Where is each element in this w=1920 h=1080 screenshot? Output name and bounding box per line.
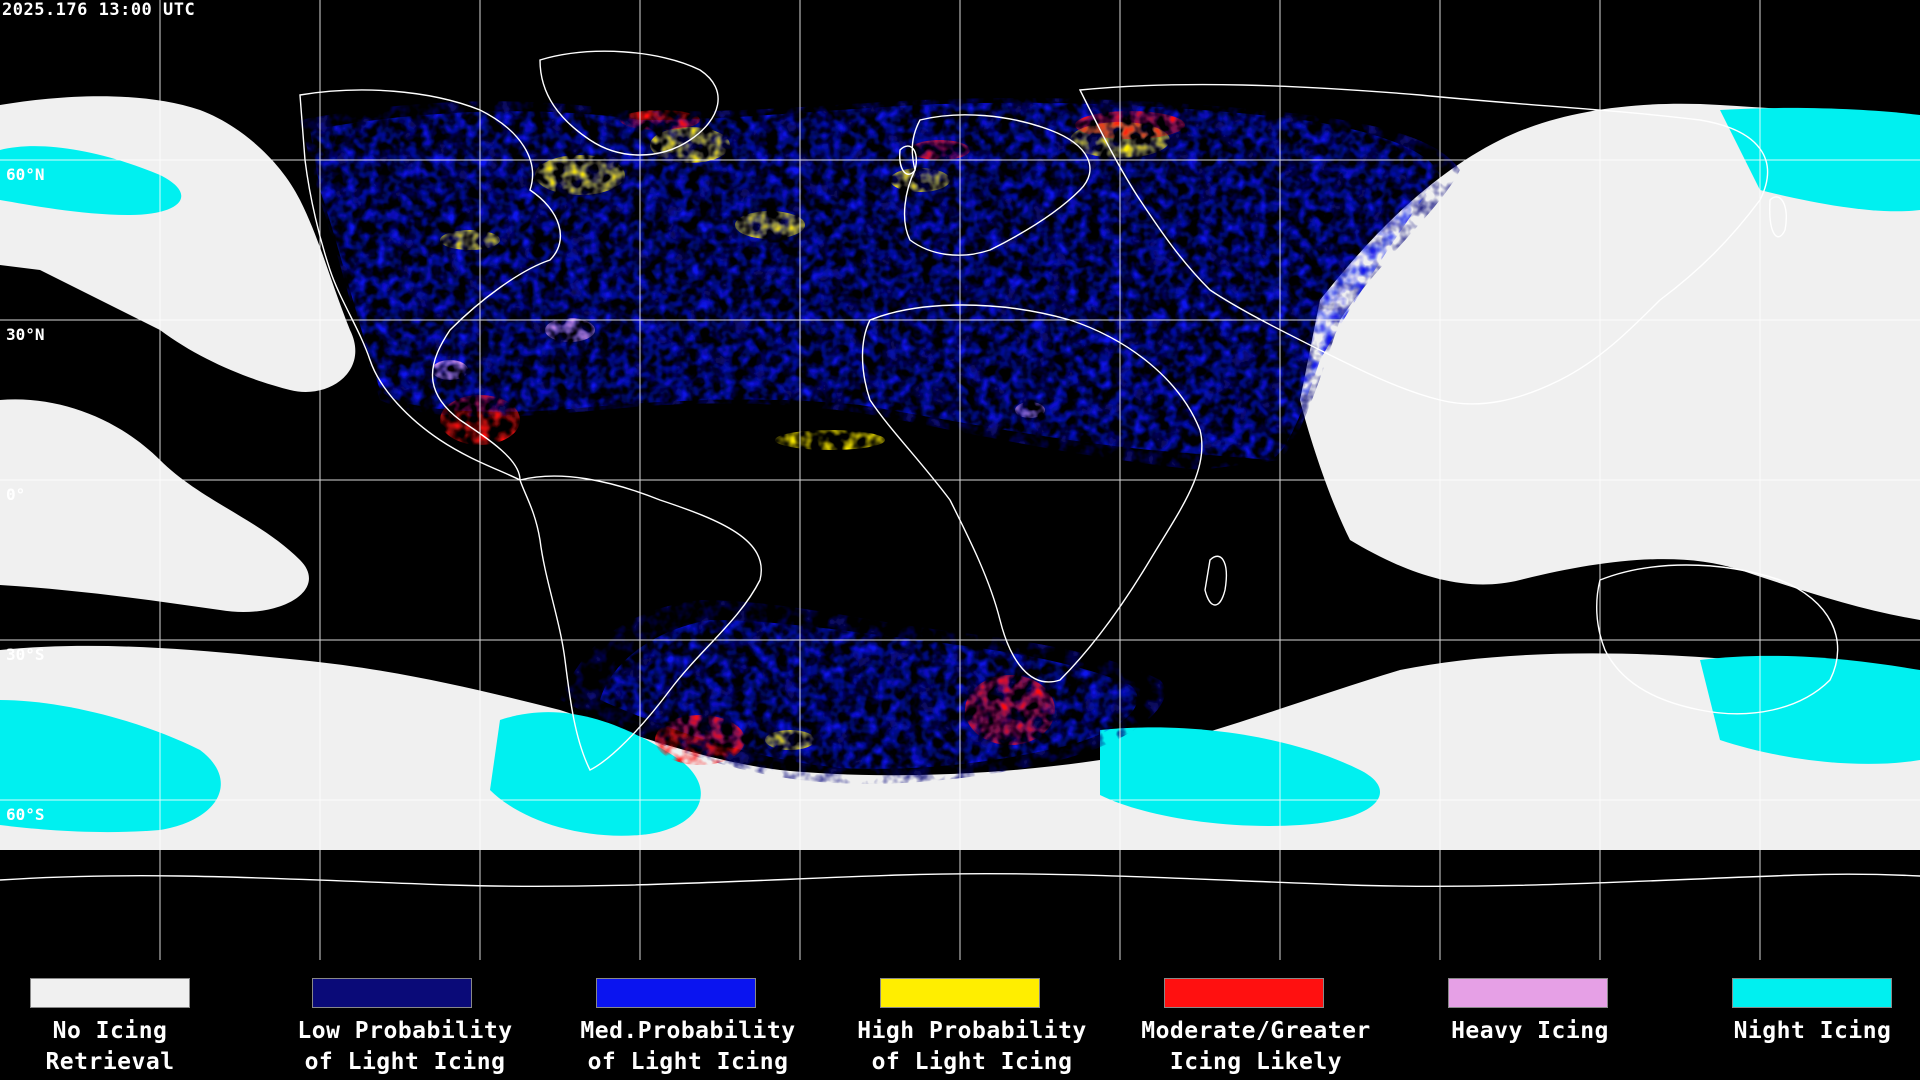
heavy-patch xyxy=(1015,402,1045,418)
coastline-antarctica xyxy=(0,872,1920,888)
high-prob-patch xyxy=(765,730,815,750)
coastline-africa xyxy=(861,304,1203,683)
heavy-patches xyxy=(432,318,1045,418)
legend-item-moderate: Moderate/Greater Icing Likely xyxy=(1114,978,1398,1078)
high-prob-patch xyxy=(735,211,805,239)
legend-item-no-icing: No Icing Retrieval xyxy=(0,978,284,1078)
legend-swatch-heavy xyxy=(1448,978,1608,1008)
high-prob-patch xyxy=(775,430,885,450)
moderate-patch xyxy=(910,140,970,160)
night-icing-nw xyxy=(0,146,182,215)
lat-label-60n: 60°N xyxy=(6,165,45,184)
lat-label-equator: 0° xyxy=(6,485,26,504)
moderate-patch xyxy=(620,110,700,130)
legend-item-low-prob: Low Probability of Light Icing xyxy=(265,978,549,1078)
moderate-patch xyxy=(1075,111,1185,139)
icing-map[interactable] xyxy=(0,0,1920,960)
no-icing-region-nw xyxy=(0,96,356,392)
graticule xyxy=(0,0,1920,960)
high-prob-patch xyxy=(650,127,730,163)
coastline-europe xyxy=(903,114,1091,256)
legend-label-high-prob: High Probability of Light Icing xyxy=(857,1018,1087,1075)
legend-swatch-moderate xyxy=(1164,978,1324,1008)
no-icing-region-east xyxy=(1300,103,1920,621)
legend-item-heavy: Heavy Icing xyxy=(1398,978,1682,1078)
coastline-north-america xyxy=(299,89,561,482)
night-icing-se xyxy=(1700,655,1920,764)
coastlines xyxy=(0,50,1920,888)
lat-label-30n: 30°N xyxy=(6,325,45,344)
legend-swatch-no-icing xyxy=(30,978,190,1008)
night-icing-sw xyxy=(0,700,221,833)
legend-label-low-prob: Low Probability of Light Icing xyxy=(297,1018,513,1075)
legend-label-moderate: Moderate/Greater Icing Likely xyxy=(1141,1018,1371,1075)
moderate-patch xyxy=(655,715,745,765)
legend-item-night: Night Icing xyxy=(1680,978,1920,1078)
coastline-asia xyxy=(1078,83,1769,405)
high-prob-patch xyxy=(535,155,625,195)
night-icing-s-east xyxy=(1100,727,1380,826)
lat-label-30s: 30°S xyxy=(6,645,45,664)
legend-label-no-icing: No Icing Retrieval xyxy=(45,1018,175,1075)
coastline-south-america xyxy=(519,475,762,771)
legend-label-night: Night Icing xyxy=(1733,1018,1892,1044)
legend: No Icing Retrieval Low Probability of Li… xyxy=(0,960,1920,1080)
night-icing-s-center xyxy=(490,712,701,836)
moderate-patch xyxy=(965,675,1055,745)
legend-swatch-low-prob xyxy=(312,978,472,1008)
no-icing-region-w-mid xyxy=(0,399,309,612)
lat-label-60s: 60°S xyxy=(6,805,45,824)
heavy-patch xyxy=(432,360,468,380)
legend-label-heavy: Heavy Icing xyxy=(1451,1018,1609,1044)
map-canvas xyxy=(0,0,1920,960)
legend-swatch-med-prob xyxy=(596,978,756,1008)
legend-item-high-prob: High Probability of Light Icing xyxy=(832,978,1116,1078)
high-prob-patch xyxy=(890,168,950,192)
timestamp: 2025.176 13:00 UTC xyxy=(2,0,196,20)
coastline-japan xyxy=(1769,196,1787,238)
legend-item-med-prob: Med.Probability of Light Icing xyxy=(548,978,832,1078)
high-prob-patch xyxy=(440,230,500,250)
legend-label-med-prob: Med.Probability of Light Icing xyxy=(580,1018,796,1075)
coastline-greenland xyxy=(539,50,719,156)
heavy-patch xyxy=(545,318,595,342)
coastline-madagascar xyxy=(1204,555,1227,606)
legend-swatch-high-prob xyxy=(880,978,1040,1008)
legend-swatch-night xyxy=(1732,978,1892,1008)
coastline-australia xyxy=(1596,564,1839,715)
coastline-uk xyxy=(899,145,917,175)
